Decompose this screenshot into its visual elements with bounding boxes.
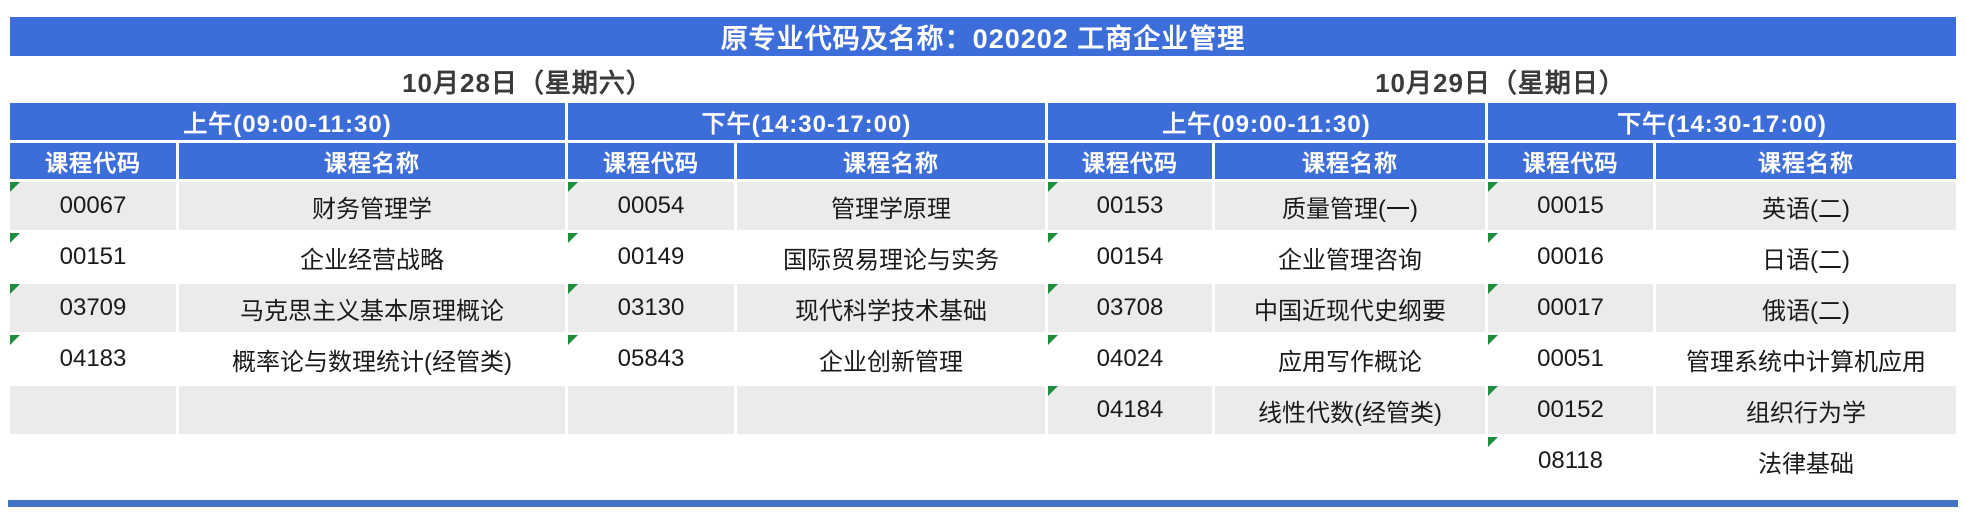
session-header-sat-afternoon: 下午(14:30-17:00) <box>568 103 1045 140</box>
column-header-code: 课程代码 <box>10 143 176 179</box>
course-code-cell: 03709 <box>10 284 176 332</box>
course-name-cell: 企业管理咨询 <box>1215 233 1485 281</box>
course-name-cell: 财务管理学 <box>179 182 565 230</box>
empty-cell <box>179 386 565 434</box>
course-name-cell: 企业经营战略 <box>179 233 565 281</box>
course-name-cell: 管理学原理 <box>737 182 1045 230</box>
date-header-row: 10月28日（星期六） 10月29日（星期日） <box>10 59 1956 103</box>
empty-cell <box>568 386 734 434</box>
schedule-grid: 上午(09:00-11:30) 下午(14:30-17:00) 上午(09:00… <box>10 103 1956 485</box>
course-code-cell: 00149 <box>568 233 734 281</box>
course-code-cell: 00016 <box>1488 233 1653 281</box>
column-header-name: 课程名称 <box>737 143 1045 179</box>
date-header-saturday: 10月28日（星期六） <box>402 67 653 98</box>
course-name-cell: 英语(二) <box>1656 182 1956 230</box>
empty-cell <box>10 386 176 434</box>
course-name-cell: 法律基础 <box>1656 437 1956 485</box>
column-header-name: 课程名称 <box>1215 143 1485 179</box>
course-code-cell: 00067 <box>10 182 176 230</box>
course-code-cell: 03130 <box>568 284 734 332</box>
course-code-cell: 00154 <box>1048 233 1212 281</box>
course-code-cell: 04184 <box>1048 386 1212 434</box>
course-code-cell: 00054 <box>568 182 734 230</box>
course-name-cell: 线性代数(经管类) <box>1215 386 1485 434</box>
column-header-code: 课程代码 <box>568 143 734 179</box>
course-name-cell: 中国近现代史纲要 <box>1215 284 1485 332</box>
course-name-cell: 现代科学技术基础 <box>737 284 1045 332</box>
course-code-cell: 04183 <box>10 335 176 383</box>
course-code-cell: 03708 <box>1048 284 1212 332</box>
table-title: 原专业代码及名称：020202 工商企业管理 <box>10 17 1956 56</box>
course-code-cell: 00051 <box>1488 335 1653 383</box>
column-header-name: 课程名称 <box>179 143 565 179</box>
course-name-cell: 马克思主义基本原理概论 <box>179 284 565 332</box>
bottom-divider-rule <box>8 500 1958 507</box>
course-code-cell: 00153 <box>1048 182 1212 230</box>
course-name-cell: 组织行为学 <box>1656 386 1956 434</box>
course-code-cell: 00152 <box>1488 386 1653 434</box>
course-code-cell: 00017 <box>1488 284 1653 332</box>
column-header-code: 课程代码 <box>1488 143 1653 179</box>
course-code-cell: 08118 <box>1488 437 1653 485</box>
course-code-cell: 05843 <box>568 335 734 383</box>
course-code-cell: 00015 <box>1488 182 1653 230</box>
session-header-sun-morning: 上午(09:00-11:30) <box>1048 103 1485 140</box>
course-name-cell: 应用写作概论 <box>1215 335 1485 383</box>
course-name-cell: 国际贸易理论与实务 <box>737 233 1045 281</box>
course-name-cell: 管理系统中计算机应用 <box>1656 335 1956 383</box>
course-name-cell: 俄语(二) <box>1656 284 1956 332</box>
session-header-sat-morning: 上午(09:00-11:30) <box>10 103 565 140</box>
course-name-cell: 企业创新管理 <box>737 335 1045 383</box>
course-name-cell: 质量管理(一) <box>1215 182 1485 230</box>
date-header-sunday: 10月29日（星期日） <box>1375 67 1626 98</box>
empty-cell <box>737 386 1045 434</box>
course-name-cell: 日语(二) <box>1656 233 1956 281</box>
session-header-sun-afternoon: 下午(14:30-17:00) <box>1488 103 1956 140</box>
course-code-cell: 04024 <box>1048 335 1212 383</box>
column-header-code: 课程代码 <box>1048 143 1212 179</box>
course-name-cell: 概率论与数理统计(经管类) <box>179 335 565 383</box>
course-code-cell: 00151 <box>10 233 176 281</box>
column-header-name: 课程名称 <box>1656 143 1956 179</box>
